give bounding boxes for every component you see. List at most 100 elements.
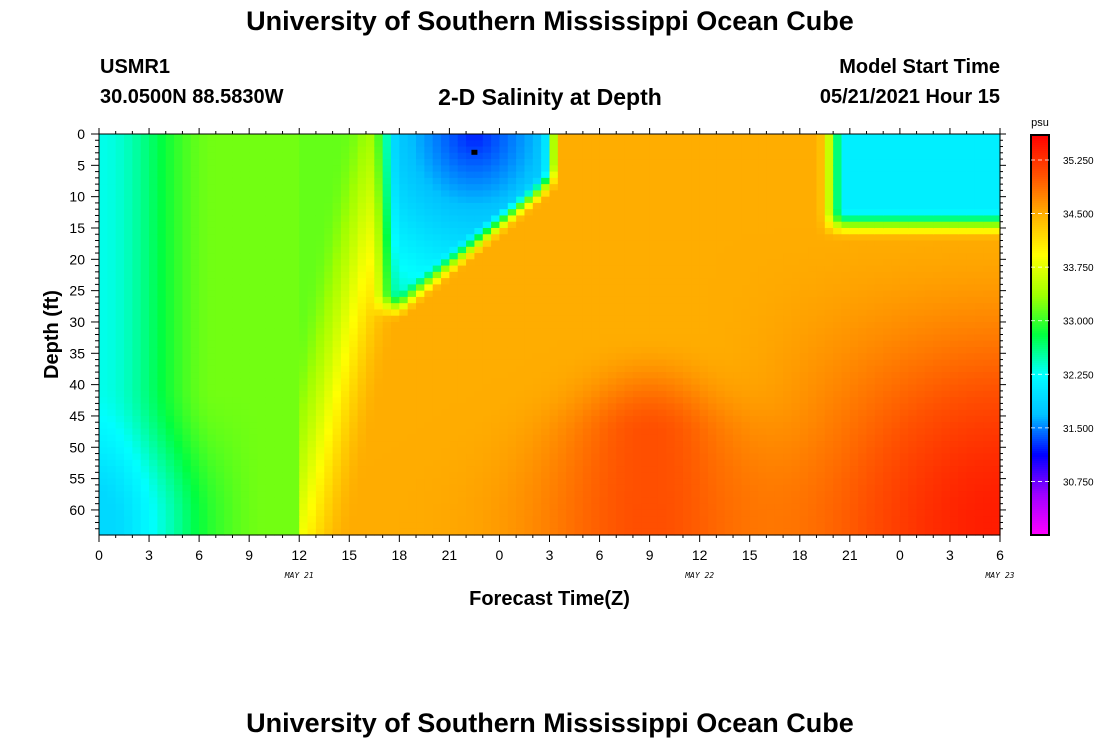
heatmap-cell <box>299 334 309 342</box>
heatmap-cell <box>199 315 209 323</box>
heatmap-cell <box>390 347 400 354</box>
heatmap-cell <box>282 365 292 373</box>
heatmap-cell <box>99 209 108 217</box>
heatmap-cell <box>157 321 167 329</box>
heatmap-cell <box>666 265 676 273</box>
heatmap-cell <box>315 340 325 348</box>
heatmap-cell <box>282 209 292 217</box>
heatmap-cell <box>290 246 300 254</box>
heatmap-cell <box>365 384 375 392</box>
heatmap-cell <box>199 503 209 511</box>
heatmap-cell <box>265 184 275 191</box>
heatmap-cell <box>616 384 626 392</box>
heatmap-cell <box>382 240 392 248</box>
heatmap-cell <box>708 240 717 248</box>
heatmap-cell <box>482 246 492 254</box>
heatmap-cell <box>257 415 267 423</box>
heatmap-cell <box>491 278 501 285</box>
heatmap-cell <box>699 290 709 298</box>
heatmap-cell <box>624 397 634 405</box>
heatmap-cell <box>591 165 601 173</box>
heatmap-cell <box>499 202 509 210</box>
heatmap-cell <box>566 397 576 405</box>
heatmap-cell <box>115 522 125 530</box>
heatmap-cell <box>357 284 367 292</box>
heatmap-cell <box>499 196 509 204</box>
heatmap-cell <box>632 484 642 492</box>
heatmap-cell <box>607 491 617 499</box>
heatmap-cell <box>507 278 517 285</box>
heatmap-cell <box>491 516 501 524</box>
heatmap-cell <box>382 146 392 154</box>
heatmap-cells <box>99 134 1001 536</box>
heatmap-cell <box>299 171 309 179</box>
heatmap-cell <box>716 353 726 361</box>
heatmap-cell <box>199 246 209 254</box>
heatmap-cell <box>491 221 501 229</box>
heatmap-cell <box>107 334 117 342</box>
heatmap-cell <box>165 503 175 511</box>
heatmap-cell <box>107 303 117 311</box>
heatmap-cell <box>441 478 450 486</box>
heatmap-cell <box>457 321 467 329</box>
heatmap-cell <box>641 253 651 260</box>
heatmap-cell <box>741 409 751 417</box>
heatmap-cell <box>607 447 617 455</box>
heatmap-cell <box>708 491 717 499</box>
heatmap-cell <box>482 184 492 191</box>
heatmap-cell <box>124 184 133 191</box>
heatmap-cell <box>666 347 676 354</box>
heatmap-cell <box>407 209 417 217</box>
heatmap-cell <box>324 428 334 436</box>
heatmap-cell <box>591 296 601 304</box>
heatmap-cell <box>190 240 200 248</box>
heatmap-cell <box>641 271 651 279</box>
heatmap-cell <box>115 415 125 423</box>
heatmap-cell <box>482 428 492 436</box>
heatmap-cell <box>733 134 742 141</box>
heatmap-cell <box>632 478 642 486</box>
heatmap-cell <box>482 253 492 260</box>
heatmap-cell <box>115 146 125 154</box>
heatmap-cell <box>516 372 526 379</box>
heatmap-cell <box>532 184 542 191</box>
heatmap-cell <box>632 503 642 511</box>
heatmap-cell <box>140 334 150 342</box>
heatmap-cell <box>357 397 367 405</box>
heatmap-cell <box>524 359 534 367</box>
heatmap-cell <box>282 240 292 248</box>
heatmap-cell <box>499 134 509 141</box>
heatmap-cell <box>365 466 375 473</box>
heatmap-cell <box>674 159 684 166</box>
heatmap-cell <box>99 478 108 486</box>
heatmap-cell <box>307 397 317 405</box>
heatmap-cell <box>524 315 534 323</box>
heatmap-cell <box>682 522 692 530</box>
heatmap-cell <box>616 466 626 473</box>
heatmap-cell <box>199 146 209 154</box>
heatmap-cell <box>666 447 676 455</box>
heatmap-cell <box>232 447 242 455</box>
heatmap-cell <box>299 234 309 242</box>
heatmap-cell <box>682 290 692 298</box>
heatmap-cell <box>708 159 717 166</box>
heatmap-cell <box>157 378 167 386</box>
heatmap-cell <box>365 253 375 260</box>
heatmap-cell <box>407 159 417 166</box>
heatmap-cell <box>649 478 659 486</box>
heatmap-cell <box>532 140 542 148</box>
heatmap-cell <box>224 296 234 304</box>
heatmap-cell <box>507 478 517 486</box>
heatmap-cell <box>499 491 509 499</box>
heatmap-cell <box>357 328 367 336</box>
heatmap-cell <box>507 240 517 248</box>
heatmap-cell <box>491 397 501 405</box>
heatmap-cell <box>232 434 242 442</box>
heatmap-cell <box>691 466 701 473</box>
heatmap-cell <box>290 509 300 517</box>
heatmap-cell <box>449 415 459 423</box>
heatmap-cell <box>165 415 175 423</box>
heatmap-cell <box>616 215 626 223</box>
heatmap-cell <box>474 253 484 260</box>
heatmap-cell <box>632 140 642 148</box>
